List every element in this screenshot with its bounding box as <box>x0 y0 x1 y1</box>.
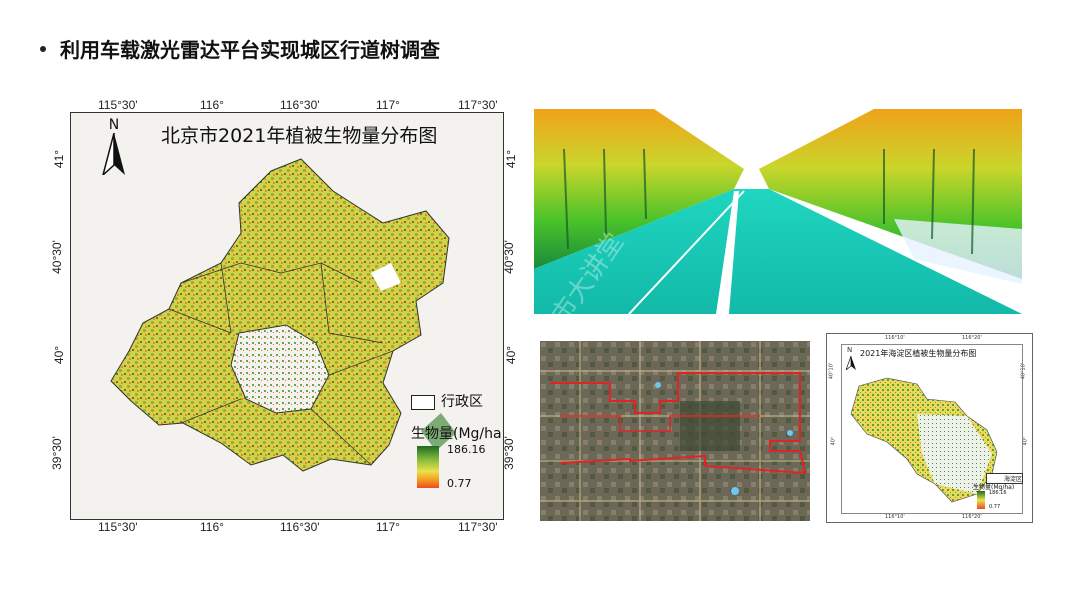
north-arrow-icon <box>101 132 125 178</box>
hd-map-frame <box>841 344 1023 514</box>
lidar-scene <box>534 109 1022 314</box>
legend-min: 0.77 <box>447 477 472 490</box>
lat-tick-left: 40° <box>52 345 67 365</box>
map-title: 北京市2021年植被生物量分布图 <box>161 125 438 147</box>
hd-legend-title: 生物量(Mg/ha) <box>973 484 1015 491</box>
legend-title: 生物量(Mg/ha) <box>411 426 504 442</box>
legend-boundary-label: 行政区 <box>441 394 483 410</box>
satellite-route-image <box>540 341 810 521</box>
lat-tick-left: 39°30' <box>49 436 64 470</box>
lon-tick-top: 117°30' <box>458 98 498 112</box>
boundary-swatch <box>411 394 435 410</box>
lat-tick-left: 40°30' <box>49 240 64 274</box>
slide-title: 利用车载激光雷达平台实现城区行道树调查 <box>40 34 440 63</box>
lon-tick-top: 116°30' <box>280 98 320 112</box>
legend-color-ramp <box>417 446 439 488</box>
lon-tick-bottom: 116°30' <box>280 520 320 534</box>
beijing-region-shape <box>110 158 456 472</box>
hd-legend-min: 0.77 <box>989 504 1001 510</box>
lat-tick-left: 41° <box>52 149 67 169</box>
haidian-biomass-map: 116°10' 116°20' 116°10' 116°20' 40°10' 4… <box>826 333 1033 523</box>
hd-north-arrow-icon <box>846 356 856 370</box>
lon-tick-top: 117° <box>376 98 400 112</box>
lon-tick-bottom: 115°30' <box>98 520 138 534</box>
hd-north-label: N <box>847 346 853 354</box>
hd-lon-tick-top: 116°10' <box>885 335 905 341</box>
hd-map-title: 2021年海淀区植被生物量分布图 <box>860 349 977 358</box>
hd-legend-max: 186.16 <box>989 490 1007 496</box>
haidian-region-shape <box>850 377 998 503</box>
hd-lon-tick-bottom: 116°10' <box>885 514 905 520</box>
legend-max: 186.16 <box>447 443 486 456</box>
hd-legend-boundary: 海淀区 <box>985 473 1024 484</box>
lat-tick-right: 41° <box>504 149 519 169</box>
map-frame: N 北京市2021年植被生物量分布图 <box>70 112 504 520</box>
lon-tick-bottom: 116° <box>200 520 224 534</box>
hd-lon-tick-bottom: 116°20' <box>962 514 982 520</box>
lat-tick-right: 40° <box>504 345 519 365</box>
north-arrow: N <box>101 117 127 179</box>
legend-boundary: 行政区 <box>411 391 483 411</box>
hd-lon-tick-top: 116°20' <box>962 335 982 341</box>
lidar-point-cloud-image: 市大讲堂 <box>534 109 1022 314</box>
route-map <box>540 341 810 521</box>
lon-tick-top: 115°30' <box>98 98 138 112</box>
lon-tick-bottom: 117°30' <box>458 520 498 534</box>
lon-tick-bottom: 117° <box>376 520 400 534</box>
beijing-biomass-map: 115°30' 116° 116°30' 117° 117°30' 115°30… <box>50 90 518 538</box>
north-label: N <box>108 117 120 133</box>
hd-legend-color-ramp <box>977 491 985 509</box>
slide-title-text: 利用车载激光雷达平台实现城区行道树调查 <box>60 38 440 62</box>
bullet-icon <box>40 45 46 52</box>
lon-tick-top: 116° <box>200 98 224 112</box>
